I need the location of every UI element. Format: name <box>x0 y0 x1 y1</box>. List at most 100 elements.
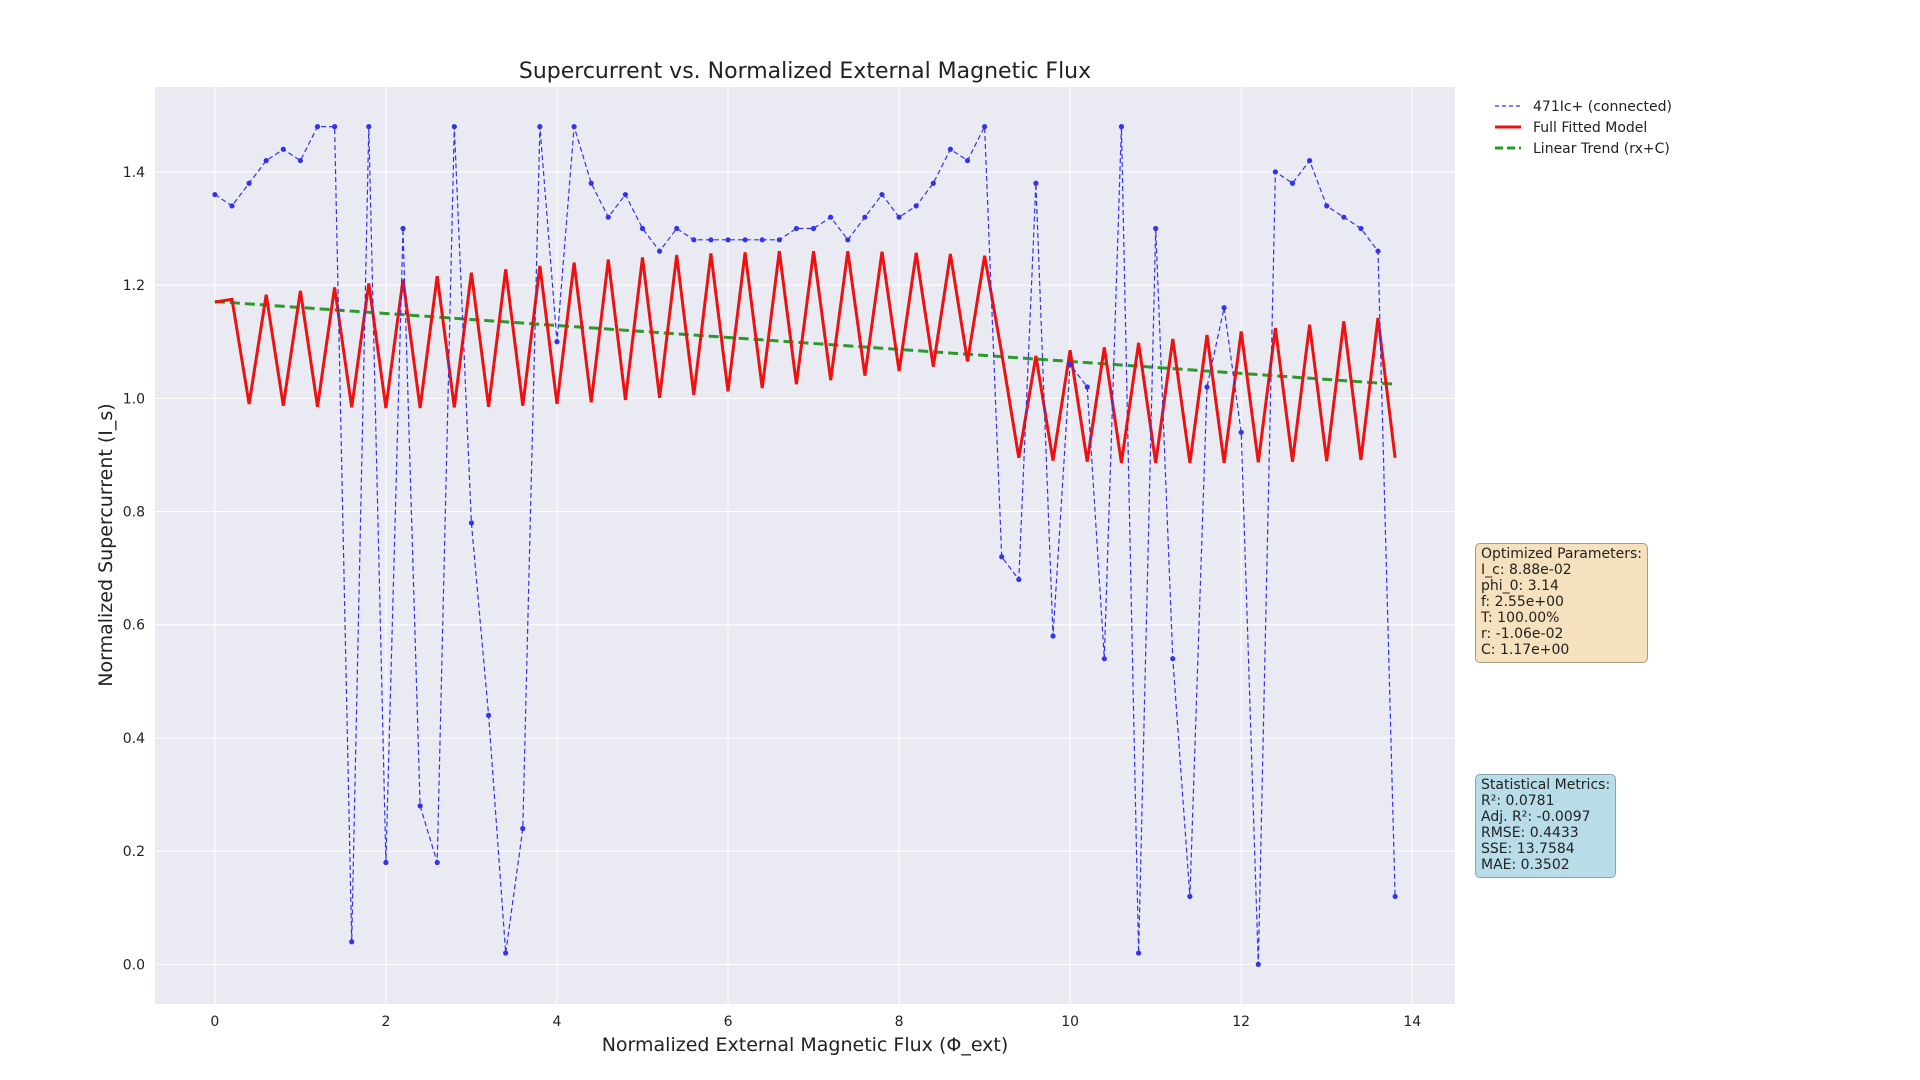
data-point <box>468 520 475 526</box>
data-point <box>212 191 218 198</box>
data-point <box>1204 384 1210 390</box>
data-point <box>605 214 611 220</box>
data-point <box>503 950 509 956</box>
data-point <box>947 146 953 152</box>
data-point <box>520 825 526 832</box>
optimized-parameters-box: Optimized Parameters: I_c: 8.88e-02 phi_… <box>1475 543 1648 663</box>
data-point <box>400 225 406 232</box>
data-point <box>588 180 594 186</box>
data-point <box>1221 305 1227 311</box>
y-tick-label: 0.6 <box>123 618 145 634</box>
data-point <box>537 124 543 130</box>
data-point <box>571 124 577 130</box>
series-line-linear-trend-rx-c <box>214 300 1396 386</box>
data-point <box>1272 169 1278 175</box>
metric-rmse: RMSE: 0.4433 <box>1481 825 1579 841</box>
data-point <box>708 237 714 243</box>
data-point <box>314 124 321 130</box>
data-point <box>280 146 286 152</box>
data-point <box>913 203 919 209</box>
data-point <box>691 237 697 243</box>
data-point <box>828 214 834 220</box>
data-point <box>332 124 338 130</box>
data-point <box>1170 656 1176 662</box>
y-tick-label: 1.2 <box>123 278 145 294</box>
data-point <box>896 214 902 220</box>
data-point <box>999 554 1005 560</box>
data-point <box>725 237 731 243</box>
data-point <box>434 859 440 866</box>
x-tick-label: 0 <box>210 1014 219 1030</box>
y-tick-label: 1.4 <box>123 165 145 181</box>
data-point <box>451 124 457 130</box>
x-tick-label: 8 <box>895 1014 904 1030</box>
data-point <box>930 180 936 186</box>
series-line-full-fitted-model <box>214 250 1397 464</box>
data-point <box>1153 225 1159 232</box>
data-point <box>297 157 303 164</box>
metric-r2: R²: 0.0781 <box>1481 793 1555 809</box>
y-axis-label: Normalized Supercurrent (I_s) <box>95 403 117 686</box>
y-tick-label: 0.0 <box>123 957 145 973</box>
data-point <box>485 712 492 718</box>
data-point <box>366 124 372 130</box>
data-point <box>982 124 988 130</box>
legend: 471Ic+ (connected) Full Fitted Model Linea… <box>1495 99 1672 157</box>
data-point <box>879 191 885 198</box>
data-point <box>759 237 765 243</box>
y-tick-label: 1.0 <box>123 391 145 407</box>
tick-labels: 0 2 4 6 8 10 12 14 0.0 0.2 0.4 0.6 0.8 1.0 1.2 1.4 <box>123 165 1421 1030</box>
param-r: r: -1.06e-02 <box>1481 626 1564 642</box>
params-heading: Optimized Parameters: <box>1481 546 1642 562</box>
data-point <box>776 237 782 243</box>
data-point <box>349 939 355 945</box>
data-point <box>964 157 971 164</box>
data-point <box>1307 157 1313 164</box>
x-tick-label: 6 <box>724 1014 733 1030</box>
x-axis-label: Normalized External Magnetic Flux (Φ_ext… <box>602 1034 1009 1056</box>
data-point <box>1358 225 1364 232</box>
data-point <box>657 248 663 254</box>
data-point <box>1118 124 1125 130</box>
param-c: C: 1.17e+00 <box>1481 642 1570 658</box>
y-tick-label: 0.2 <box>123 844 145 860</box>
param-ic: I_c: 8.88e-02 <box>1481 562 1572 578</box>
data-point <box>862 214 868 220</box>
y-tick-label: 0.8 <box>123 505 145 521</box>
data-point <box>1033 180 1039 186</box>
data-point <box>1101 656 1107 662</box>
data-point <box>1392 893 1398 900</box>
data-point <box>1187 893 1193 900</box>
metric-adj-r2: Adj. R²: -0.0097 <box>1481 809 1591 825</box>
x-tick-label: 14 <box>1403 1014 1421 1030</box>
param-phi0: phi_0: 3.14 <box>1481 578 1559 594</box>
legend-label: Full Fitted Model <box>1533 120 1647 136</box>
param-f: f: 2.55e+00 <box>1481 594 1564 610</box>
data-point <box>622 191 628 198</box>
metric-sse: SSE: 13.7584 <box>1481 841 1575 857</box>
data-point <box>1135 950 1142 956</box>
data-point <box>263 157 269 164</box>
x-tick-label: 2 <box>381 1014 390 1030</box>
y-tick-label: 0.4 <box>123 731 145 747</box>
x-tick-label: 4 <box>553 1014 562 1030</box>
data-point <box>1067 361 1073 367</box>
x-tick-label: 10 <box>1061 1014 1079 1030</box>
data-point <box>383 859 389 866</box>
data-point <box>639 225 646 232</box>
data-point <box>1324 203 1330 209</box>
data-point <box>417 803 423 809</box>
series-layer <box>212 124 1398 967</box>
data-point <box>793 225 800 232</box>
data-point <box>810 225 817 232</box>
metric-mae: MAE: 0.3502 <box>1481 857 1570 873</box>
data-point <box>554 339 560 345</box>
param-t: T: 100.00% <box>1481 610 1560 626</box>
data-point <box>1050 633 1056 639</box>
data-point <box>1238 429 1244 435</box>
data-point <box>246 180 252 186</box>
metrics-heading: Statistical Metrics: <box>1481 777 1611 793</box>
data-point <box>1341 214 1347 220</box>
data-point <box>742 237 748 243</box>
